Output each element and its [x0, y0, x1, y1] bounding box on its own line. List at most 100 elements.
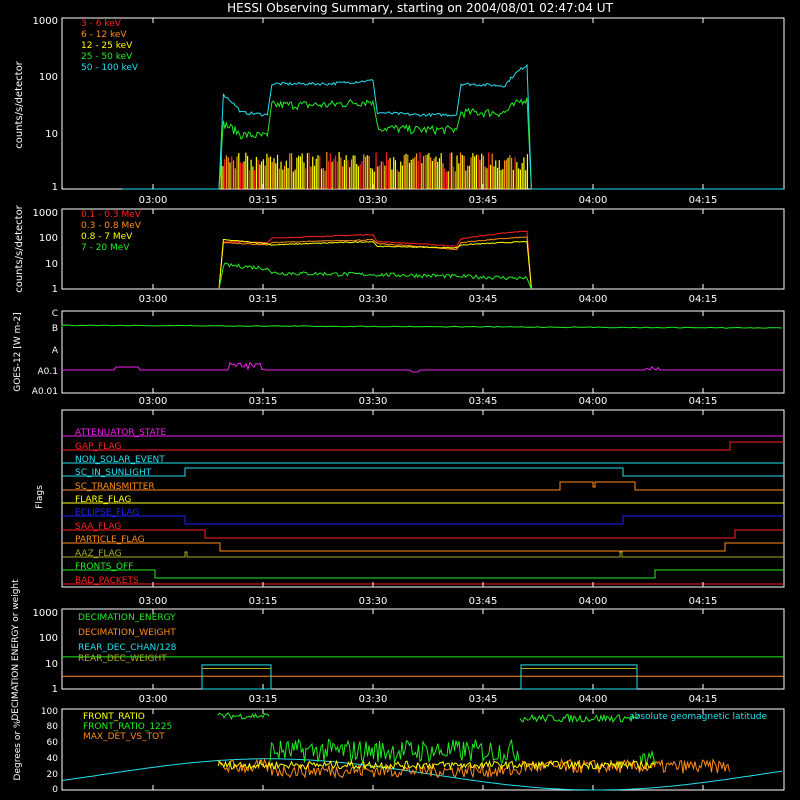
flag-line [62, 529, 784, 539]
x-tick-label: 03:15 [249, 596, 278, 607]
x-tick-label: 04:15 [689, 195, 718, 206]
y-tick-label: C [52, 309, 58, 319]
legend-entry: 25 - 50 keV [81, 52, 133, 62]
x-tick-label: 04:00 [579, 596, 608, 607]
panel-decimation: DECIMATION ENERGY or weight 1 10 100 100… [11, 579, 785, 721]
y-tick-label: 1 [52, 684, 58, 695]
goes-traces [61, 324, 784, 373]
x-tick-label: 04:15 [689, 694, 718, 705]
flag-label: SC_IN_SUNLIGHT [75, 468, 152, 478]
flag-labels: ATTENUATOR_STATE GAP_FLAG NON_SOLAR_EVENT S… [75, 428, 167, 586]
flag-line [62, 551, 784, 558]
y-tick-label: 100 [41, 707, 58, 717]
series-line-front-ratio-1225 [639, 749, 656, 766]
decimation-traces [62, 656, 784, 690]
x-tick-label: 03:00 [139, 694, 168, 705]
y-axis-label: GOES-12 [W m-2] [13, 312, 23, 392]
panel-frame [61, 208, 785, 290]
legend-entry: 0.8 - 7 MeV [81, 232, 133, 242]
series-line [218, 262, 532, 290]
flag-label: ATTENUATOR_STATE [75, 428, 167, 438]
flag-label: ECLIPSE_FLAG [75, 508, 139, 518]
legend-entry: DECIMATION_WEIGHT [78, 628, 176, 638]
flag-label: NON_SOLAR_EVENT [75, 455, 165, 465]
legend-entry: FRONT_RATIO [83, 712, 145, 722]
x-tick-label: 03:45 [469, 396, 498, 407]
flag-traces [62, 435, 784, 585]
y-tick-label: 100 [39, 633, 58, 644]
y-tick-label: 1000 [33, 16, 58, 27]
series-line-goes-short [62, 361, 784, 373]
series-line-front-ratio-1225 [217, 712, 270, 720]
y-tick-label: 1 [52, 284, 58, 295]
y-axis-label: Degrees or % [13, 719, 23, 780]
lightcurve-traces [122, 63, 784, 190]
x-tick-label: 04:15 [689, 396, 718, 407]
flag-label: GAP_FLAG [75, 442, 121, 452]
x-tick-label: 03:30 [359, 396, 388, 407]
x-tick-label: 04:00 [579, 396, 608, 407]
y-axis-label: counts/s/detector [14, 60, 25, 148]
legend-entry: DECIMATION_ENERGY [78, 613, 176, 623]
series-line-front-ratio-1225 [269, 738, 520, 764]
x-tick-label: 03:45 [469, 596, 498, 607]
flag-line [62, 542, 784, 552]
series-line [218, 97, 532, 190]
ratio-traces [61, 712, 783, 791]
flag-line [62, 441, 784, 451]
y-tick-label: 60 [47, 738, 59, 748]
series-line-front-ratio [217, 759, 655, 771]
y-tick-label: 1 [52, 182, 58, 193]
panel-ratios: Degrees or % 0 20 40 60 80 100 FRONT_RAT… [13, 707, 785, 795]
x-tick-label: 03:30 [359, 694, 388, 705]
y-tick-label: A [52, 346, 59, 356]
y-tick-label: 0 [52, 785, 58, 795]
series-line [122, 63, 784, 190]
panel-frame [61, 409, 785, 588]
y-tick-label: 10 [45, 259, 58, 270]
legend-entry: FRONT_RATIO_1225 [83, 722, 172, 732]
series-box [520, 664, 638, 690]
x-tick-label: 04:00 [579, 195, 608, 206]
x-tick-label: 03:15 [249, 694, 278, 705]
panel-flags: Flags ATTENUATOR_STATE GAP_FLAG NON_SOLAR_… [35, 409, 785, 607]
legend-entry: 12 - 25 keV [81, 41, 133, 51]
panel-high-energy: counts/s/detector 1 10 100 1000 0.1 - 0.… [14, 204, 785, 305]
x-tick-label: 03:15 [249, 396, 278, 407]
panel-goes: GOES-12 [W m-2] A0.01 A0.1 A B C 03:00 03… [13, 309, 785, 407]
x-tick-label: 03:15 [249, 294, 278, 305]
series-line [218, 239, 532, 290]
flag-label: FLARE_FLAG [75, 495, 131, 505]
y-tick-label: 1000 [33, 208, 58, 219]
y-tick-label: A0.01 [32, 387, 58, 397]
x-tick-label: 03:45 [469, 694, 498, 705]
flag-label: FRONTS_OFF [75, 562, 133, 572]
flag-label: BAD_PACKETS [75, 576, 139, 586]
x-tick-label: 03:30 [359, 195, 388, 206]
legend-entry: 0.1 - 0.3 MeV [81, 210, 142, 220]
x-tick-label: 03:00 [139, 596, 168, 607]
legend-entry: REAR_DEC_WEIGHT [78, 654, 167, 664]
x-tick-label: 03:45 [469, 294, 498, 305]
page-title: HESSI Observing Summary, starting on 200… [227, 1, 613, 15]
flag-line [62, 481, 784, 491]
series-line-front-ratio-1225 [519, 713, 641, 724]
panel-frame [61, 310, 785, 394]
y-axis-label: DECIMATION ENERGY or weight [11, 579, 21, 721]
x-tick-label: 04:15 [689, 294, 718, 305]
y-tick-label: B [52, 324, 58, 334]
flag-line [62, 467, 784, 477]
x-tick-label: 03:30 [359, 596, 388, 607]
y-tick-label: A0.1 [38, 367, 58, 377]
x-tick-label: 03:00 [139, 195, 168, 206]
x-tick-label: 04:00 [579, 294, 608, 305]
x-tick-label: 03:00 [139, 294, 168, 305]
legend-entry: 0.3 - 0.8 MeV [81, 221, 142, 231]
y-tick-label: 100 [39, 233, 58, 244]
y-tick-label: 10 [45, 659, 58, 670]
high-energy-traces [218, 230, 532, 290]
y-axis-label: counts/s/detector [14, 204, 25, 292]
legend-entry: MAX_DET_VS_TOT [83, 732, 165, 742]
x-tick-label: 04:15 [689, 596, 718, 607]
